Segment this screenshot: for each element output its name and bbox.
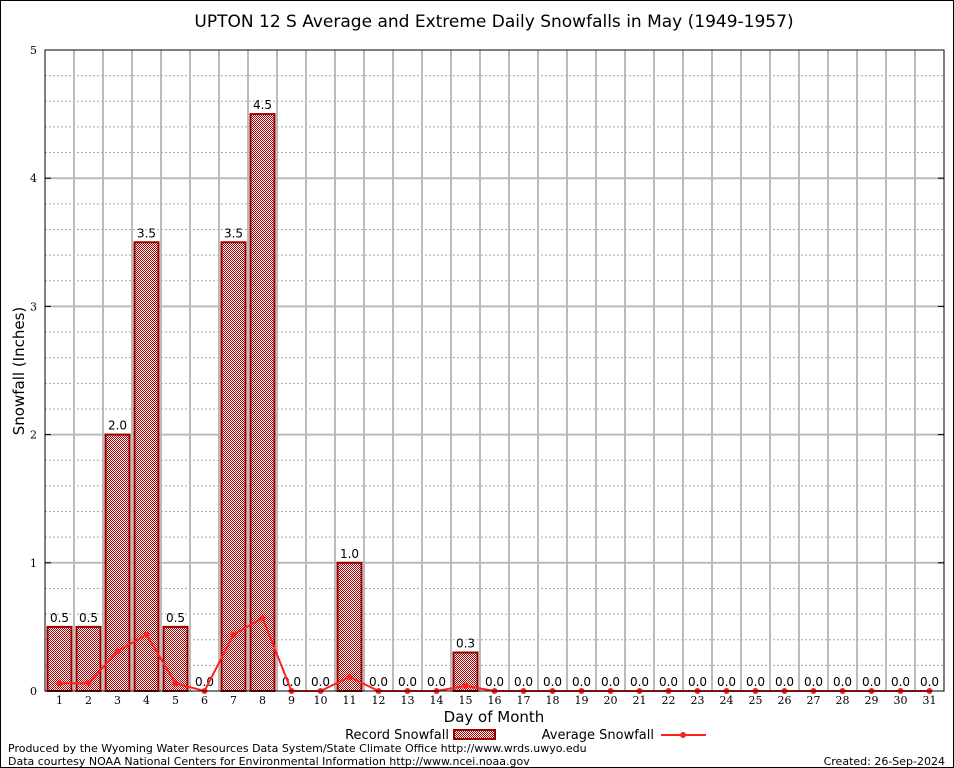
x-tick-label: 27 xyxy=(807,694,821,707)
bar-value-label: 0.0 xyxy=(920,675,939,689)
bar-value-label: 0.0 xyxy=(833,675,852,689)
average-point-day-2 xyxy=(85,680,92,687)
x-tick-label: 10 xyxy=(314,694,328,707)
x-tick-label: 14 xyxy=(430,694,444,707)
bar-value-label: 0.0 xyxy=(514,675,533,689)
footer-produced-by: Produced by the Wyoming Water Resources … xyxy=(8,742,587,755)
x-tick-label: 5 xyxy=(172,694,179,707)
bar-day-4 xyxy=(133,241,160,693)
x-tick-label: 29 xyxy=(865,694,879,707)
y-tick-label: 0 xyxy=(30,685,37,698)
y-axis-label: Snowfall (Inches) xyxy=(10,307,28,435)
legend-record-label: Record Snowfall xyxy=(345,728,449,743)
legend-record-swatch xyxy=(453,729,496,740)
legend: Record Snowfall Average Snowfall xyxy=(345,728,706,743)
bar-day-11 xyxy=(336,561,363,692)
x-tick-label: 13 xyxy=(401,694,415,707)
bar-value-label: 0.5 xyxy=(50,611,69,625)
plot-border xyxy=(44,49,945,692)
x-tick-label: 23 xyxy=(691,694,705,707)
bar-value-label: 1.0 xyxy=(340,547,359,561)
x-tick-label: 6 xyxy=(201,694,208,707)
y-tick-label: 1 xyxy=(30,557,37,570)
average-point-day-1 xyxy=(56,680,63,687)
x-tick-label: 9 xyxy=(288,694,295,707)
x-tick-label: 16 xyxy=(488,694,502,707)
y-tick-label: 5 xyxy=(30,44,37,57)
y-tick-label: 3 xyxy=(30,300,37,313)
bar-value-label: 0.0 xyxy=(804,675,823,689)
x-tick-label: 30 xyxy=(894,694,908,707)
bar-value-label: 0.0 xyxy=(601,675,620,689)
x-tick-label: 28 xyxy=(836,694,850,707)
chart-title: UPTON 12 S Average and Extreme Daily Sno… xyxy=(194,12,793,32)
x-tick-label: 21 xyxy=(633,694,647,707)
bar-value-label: 0.0 xyxy=(891,675,910,689)
bar-value-label: 0.0 xyxy=(195,675,214,689)
bar-value-label: 0.0 xyxy=(717,675,736,689)
bar-value-label: 0.5 xyxy=(166,611,185,625)
x-tick-label: 15 xyxy=(459,694,473,707)
average-point-day-5 xyxy=(172,680,179,687)
x-tick-label: 17 xyxy=(517,694,531,707)
x-tick-label: 26 xyxy=(778,694,792,707)
bar-value-label: 0.0 xyxy=(862,675,881,689)
legend-average-marker xyxy=(680,732,686,738)
y-tick-label: 4 xyxy=(30,172,37,185)
average-point-day-4 xyxy=(143,631,150,638)
x-tick-label: 22 xyxy=(662,694,676,707)
bar-value-label: 4.5 xyxy=(253,98,272,112)
bar-value-label: 0.0 xyxy=(572,675,591,689)
average-point-day-15 xyxy=(462,682,469,689)
bar-day-7 xyxy=(220,241,247,693)
x-tick-label: 7 xyxy=(230,694,237,707)
x-tick-label: 24 xyxy=(720,694,734,707)
bar-value-label: 0.0 xyxy=(427,675,446,689)
bar-value-label: 0.0 xyxy=(775,675,794,689)
x-tick-label: 8 xyxy=(259,694,266,707)
x-tick-label: 2 xyxy=(85,694,92,707)
footer-courtesy: Data courtesy NOAA National Centers for … xyxy=(8,755,530,768)
bar-value-label: 0.3 xyxy=(456,637,475,651)
legend-average-label: Average Snowfall xyxy=(542,728,654,743)
x-tick-label: 1 xyxy=(56,694,63,707)
x-tick-label: 18 xyxy=(546,694,560,707)
bar-value-label: 3.5 xyxy=(137,226,156,240)
bar-value-label: 0.0 xyxy=(369,675,388,689)
bar-value-label: 0.0 xyxy=(746,675,765,689)
footer-created: Created: 26-Sep-2024 xyxy=(824,755,945,768)
bar-value-label: 0.0 xyxy=(485,675,504,689)
average-point-day-7 xyxy=(230,631,237,638)
bar-value-label: 0.0 xyxy=(630,675,649,689)
bar-value-label: 0.5 xyxy=(79,611,98,625)
average-point-day-3 xyxy=(114,648,121,655)
bar-value-label: 2.0 xyxy=(108,419,127,433)
x-tick-label: 25 xyxy=(749,694,763,707)
bar-day-8 xyxy=(249,113,276,693)
x-tick-label: 4 xyxy=(143,694,150,707)
x-tick-label: 3 xyxy=(114,694,121,707)
x-tick-label: 19 xyxy=(575,694,589,707)
bar-value-label: 0.0 xyxy=(311,675,330,689)
x-tick-label: 12 xyxy=(372,694,386,707)
bar-value-label: 0.0 xyxy=(398,675,417,689)
bar-value-label: 0.0 xyxy=(659,675,678,689)
bar-value-label: 0.0 xyxy=(688,675,707,689)
x-axis-label: Day of Month xyxy=(444,708,545,726)
average-point-day-8 xyxy=(259,614,266,621)
bar-value-label: 0.0 xyxy=(543,675,562,689)
x-tick-label: 20 xyxy=(604,694,618,707)
average-point-day-11 xyxy=(346,673,353,680)
x-tick-label: 31 xyxy=(923,694,937,707)
bar-value-label: 3.5 xyxy=(224,226,243,240)
y-tick-label: 2 xyxy=(30,429,37,442)
bar-value-label: 0.0 xyxy=(282,675,301,689)
x-tick-label: 11 xyxy=(343,694,357,707)
